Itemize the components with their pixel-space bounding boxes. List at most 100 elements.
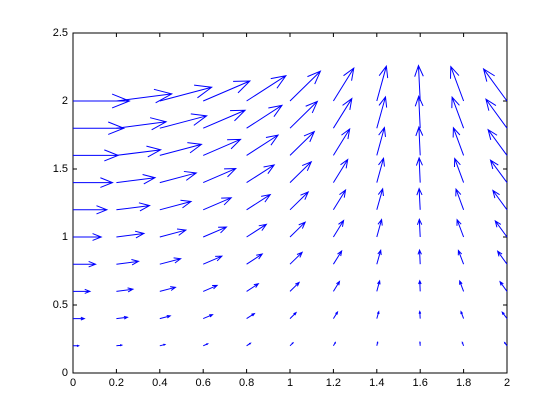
arrow	[116, 117, 168, 131]
arrow	[116, 145, 163, 158]
arrow	[73, 344, 80, 347]
x-tick-label: 1.2	[326, 377, 341, 389]
arrow	[461, 341, 465, 346]
arrow	[332, 127, 351, 156]
arrow	[332, 188, 347, 211]
arrow	[159, 228, 188, 238]
arrow	[289, 130, 316, 156]
arrow	[289, 281, 301, 292]
arrow	[289, 70, 322, 102]
arrow	[116, 259, 140, 266]
arrow	[376, 64, 389, 102]
arrow	[203, 168, 237, 184]
y-tick-label: 0.5	[53, 299, 68, 311]
arrow	[456, 218, 465, 238]
arrow	[376, 340, 379, 346]
arrow	[289, 191, 310, 211]
arrow	[159, 142, 203, 156]
arrow	[289, 221, 307, 238]
arrow	[289, 251, 304, 265]
arrow	[289, 311, 298, 319]
arrow	[246, 193, 272, 211]
arrow	[73, 260, 97, 268]
arrow	[459, 279, 465, 292]
arrow	[203, 109, 247, 129]
arrow	[73, 121, 126, 135]
arrow	[376, 156, 385, 183]
arrow	[289, 160, 313, 183]
arrow	[332, 66, 355, 102]
arrow	[159, 84, 213, 102]
arrow	[419, 340, 421, 346]
arrow	[376, 126, 386, 156]
y-tick-label: 1.5	[53, 163, 68, 175]
arrow	[415, 156, 423, 183]
arrow	[415, 125, 424, 156]
arrow	[246, 312, 256, 320]
arrow	[116, 344, 124, 347]
arrow	[376, 218, 383, 238]
x-tick-label: 0	[70, 377, 76, 389]
arrow	[494, 219, 508, 238]
arrow	[289, 100, 319, 129]
arrow	[485, 98, 508, 129]
arrow	[414, 64, 424, 102]
arrow	[202, 343, 209, 347]
arrow	[159, 199, 193, 211]
arrow	[417, 248, 422, 265]
x-tick-label: 1	[287, 377, 293, 389]
arrow	[489, 159, 508, 183]
arrow	[414, 95, 424, 129]
arrow	[246, 104, 284, 129]
arrow	[159, 286, 177, 292]
y-tick-label: 1	[62, 231, 68, 243]
arrow	[376, 249, 382, 265]
arrow	[492, 189, 508, 211]
arrow	[246, 74, 288, 102]
arrow	[203, 314, 214, 320]
arrow	[501, 311, 508, 319]
arrow	[116, 230, 146, 239]
arrow	[332, 219, 345, 238]
arrow	[246, 223, 268, 238]
arrow	[246, 253, 264, 265]
arrow	[116, 202, 151, 212]
arrow	[418, 279, 422, 292]
arrow	[416, 187, 423, 210]
arrow	[457, 249, 465, 265]
arrow	[203, 284, 219, 292]
arrow	[203, 197, 233, 211]
arrow	[496, 250, 508, 265]
arrow	[246, 283, 260, 292]
plot-box	[72, 32, 508, 374]
arrow	[332, 249, 343, 265]
arrow	[73, 205, 109, 215]
arrow	[73, 233, 103, 241]
arrow	[203, 255, 224, 265]
arrow	[503, 341, 508, 347]
arrow	[246, 134, 280, 156]
x-tick-label: 0.4	[152, 377, 167, 389]
arrow	[332, 158, 349, 183]
arrow	[116, 173, 157, 185]
arrow	[203, 80, 252, 102]
arrow	[289, 341, 294, 347]
arrow	[453, 157, 465, 183]
arrow	[159, 257, 182, 265]
x-tick-label: 0.8	[239, 377, 254, 389]
y-tick-label: 2.5	[53, 27, 68, 39]
arrow	[116, 287, 135, 293]
arrow	[376, 187, 384, 210]
arrow	[73, 177, 114, 188]
arrow	[159, 113, 208, 129]
arrow	[159, 170, 198, 184]
arrow	[452, 126, 465, 156]
x-tick-label: 0.2	[109, 377, 124, 389]
arrow	[376, 279, 381, 292]
arrow	[159, 314, 172, 320]
arrow	[499, 280, 508, 292]
arrow	[159, 343, 167, 347]
arrow	[451, 95, 465, 129]
arrow	[455, 187, 465, 210]
